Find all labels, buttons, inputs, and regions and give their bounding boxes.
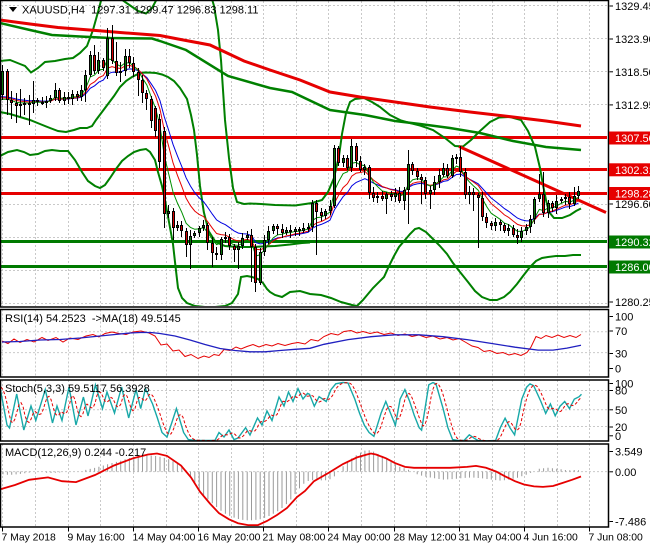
svg-text:-7.486: -7.486 [615,517,646,529]
svg-text:1329.45: 1329.45 [615,1,650,13]
svg-text:1307.50: 1307.50 [615,133,650,145]
svg-text:XAUUSD,H4 1297.31 1299.47 129: XAUUSD,H4 1297.31 1299.47 1296.83 1298.1… [22,5,258,17]
svg-text:0: 0 [615,364,621,376]
svg-text:1280.25: 1280.25 [615,297,650,309]
svg-text:1318.50: 1318.50 [615,67,650,79]
svg-text:7 May 2018: 7 May 2018 [2,533,57,544]
svg-text:1296.60: 1296.60 [615,199,650,211]
svg-text:14 May 04:00: 14 May 04:00 [133,533,196,544]
svg-text:RSI(14) 54.2523 ->MA(18) 49.5: RSI(14) 54.2523 ->MA(18) 49.5145 [5,313,181,325]
svg-text:80: 80 [615,386,627,398]
svg-text:100: 100 [615,379,633,391]
svg-text:0.00: 0.00 [615,467,636,479]
svg-text:31 May 04:00: 31 May 04:00 [459,533,522,544]
svg-text:30: 30 [615,349,627,361]
svg-text:7 Jun 08:00: 7 Jun 08:00 [589,533,644,544]
svg-text:1302.31: 1302.31 [615,165,650,177]
svg-text:1290.32: 1290.32 [615,237,650,249]
svg-text:100: 100 [615,312,633,324]
svg-text:21 May 08:00: 21 May 08:00 [263,533,326,544]
svg-text:50: 50 [615,405,627,417]
svg-text:9 May 16:00: 9 May 16:00 [68,533,125,544]
svg-text:70: 70 [615,326,627,338]
svg-text:24 May 00:00: 24 May 00:00 [328,533,391,544]
svg-text:0: 0 [615,431,621,443]
svg-text:3.549: 3.549 [615,447,643,459]
svg-text:Stoch(5,3,3) 59.5117 56.3928: Stoch(5,3,3) 59.5117 56.3928 [5,383,150,395]
svg-text:4 Jun 16:00: 4 Jun 16:00 [524,533,579,544]
svg-text:20: 20 [615,422,627,434]
svg-text:16 May 20:00: 16 May 20:00 [198,533,261,544]
svg-text:1286.00: 1286.00 [615,262,650,274]
svg-text:1298.28: 1298.28 [615,189,650,201]
svg-text:1312.95: 1312.95 [615,100,650,112]
svg-text:MACD(12,26,9) 0.244 -0.217: MACD(12,26,9) 0.244 -0.217 [5,447,146,459]
svg-text:1323.90: 1323.90 [615,34,650,46]
svg-text:28 May 12:00: 28 May 12:00 [394,533,457,544]
